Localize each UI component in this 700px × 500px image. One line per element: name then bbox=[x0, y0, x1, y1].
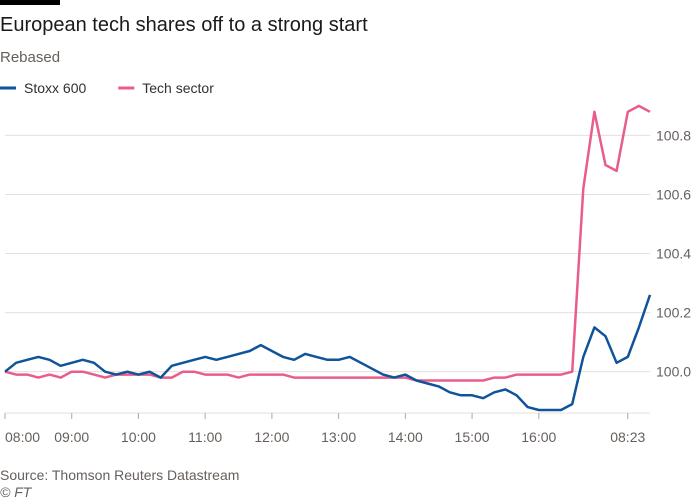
x-tick-label: 08:23 bbox=[610, 429, 645, 445]
y-tick-label: 100.4 bbox=[656, 246, 691, 262]
x-tick-label: 13:00 bbox=[321, 429, 356, 445]
x-tick-label: 08:00 bbox=[5, 429, 40, 445]
y-tick-label: 100.2 bbox=[656, 305, 691, 321]
series-line bbox=[4, 104, 651, 382]
credit: © FT bbox=[0, 484, 33, 500]
x-tick-label: 10:00 bbox=[121, 429, 156, 445]
x-tick-label: 12:00 bbox=[254, 429, 289, 445]
x-tick-label: 16:00 bbox=[521, 429, 556, 445]
y-tick-label: 100.8 bbox=[656, 127, 691, 143]
x-tick-label: 11:00 bbox=[188, 429, 222, 445]
y-tick-label: 100.0 bbox=[656, 364, 691, 380]
chart-title: European tech shares off to a strong sta… bbox=[0, 14, 368, 36]
legend-label: Tech sector bbox=[142, 80, 214, 96]
legend-label: Stoxx 600 bbox=[24, 80, 86, 96]
source: Source: Thomson Reuters Datastream bbox=[0, 467, 239, 483]
series-line bbox=[4, 294, 652, 412]
brand-bar bbox=[0, 0, 60, 5]
y-tick-label: 100.6 bbox=[656, 186, 691, 202]
x-tick-label: 15:00 bbox=[455, 429, 490, 445]
chart-subtitle: Rebased bbox=[0, 49, 60, 66]
x-tick-label: 14:00 bbox=[388, 429, 423, 445]
x-tick-label: 09:00 bbox=[54, 429, 89, 445]
